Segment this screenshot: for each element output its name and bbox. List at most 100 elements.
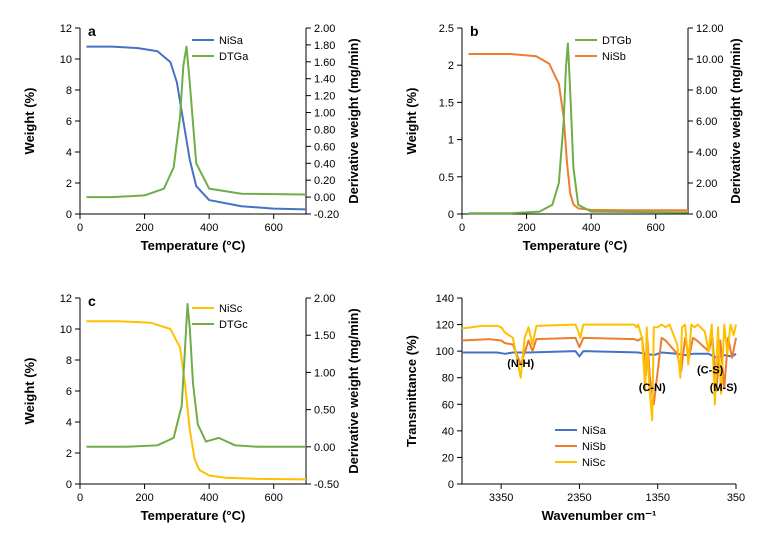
svg-text:0.00: 0.00 — [314, 192, 335, 204]
svg-text:(C-S): (C-S) — [697, 365, 724, 377]
svg-text:40: 40 — [442, 426, 454, 438]
svg-text:100: 100 — [436, 346, 454, 358]
svg-text:2: 2 — [448, 60, 454, 72]
svg-text:Wavenumber cm⁻¹: Wavenumber cm⁻¹ — [542, 508, 657, 523]
svg-text:DTGc: DTGc — [219, 319, 248, 331]
svg-text:12: 12 — [60, 23, 72, 35]
series-NiSa — [462, 351, 736, 358]
svg-text:0: 0 — [77, 222, 83, 234]
svg-text:0.20: 0.20 — [314, 175, 335, 187]
svg-text:120: 120 — [436, 320, 454, 332]
svg-text:(C-N): (C-N) — [639, 382, 666, 394]
svg-text:NiSb: NiSb — [582, 441, 606, 453]
svg-text:Temperature (°C): Temperature (°C) — [523, 238, 628, 253]
svg-text:1350: 1350 — [645, 492, 669, 504]
svg-text:Weight (%): Weight (%) — [22, 88, 37, 155]
svg-text:6.00: 6.00 — [696, 116, 717, 128]
svg-text:10: 10 — [60, 54, 72, 66]
svg-text:0.00: 0.00 — [314, 442, 335, 454]
svg-text:Derivative weight (mg/min): Derivative weight (mg/min) — [346, 308, 361, 473]
svg-text:10: 10 — [60, 324, 72, 336]
svg-text:350: 350 — [727, 492, 745, 504]
svg-text:Temperature (°C): Temperature (°C) — [141, 508, 246, 523]
svg-text:2.5: 2.5 — [439, 23, 454, 35]
svg-text:1.5: 1.5 — [439, 97, 454, 109]
svg-text:NiSc: NiSc — [219, 303, 243, 315]
svg-text:Derivative weight (mg/min): Derivative weight (mg/min) — [346, 38, 361, 203]
svg-text:2: 2 — [66, 178, 72, 190]
svg-text:0.50: 0.50 — [314, 405, 335, 417]
svg-text:4.00: 4.00 — [696, 147, 717, 159]
svg-text:6: 6 — [66, 116, 72, 128]
svg-text:1.40: 1.40 — [314, 74, 335, 86]
svg-text:Temperature (°C): Temperature (°C) — [141, 238, 246, 253]
svg-text:8: 8 — [66, 85, 72, 97]
svg-text:0.40: 0.40 — [314, 158, 335, 170]
svg-text:1: 1 — [448, 135, 454, 147]
svg-text:1.20: 1.20 — [314, 91, 335, 103]
series-NiSc — [86, 321, 306, 479]
svg-text:2350: 2350 — [567, 492, 591, 504]
svg-text:b: b — [470, 23, 479, 39]
svg-text:a: a — [88, 23, 96, 39]
series-DTGb — [468, 44, 688, 214]
svg-text:4: 4 — [66, 147, 72, 159]
svg-text:(N-H): (N-H) — [507, 358, 534, 370]
svg-text:8: 8 — [66, 355, 72, 367]
svg-text:60: 60 — [442, 399, 454, 411]
svg-text:140: 140 — [436, 293, 454, 305]
svg-text:-0.20: -0.20 — [314, 209, 339, 221]
svg-text:0: 0 — [66, 209, 72, 221]
svg-text:20: 20 — [442, 452, 454, 464]
svg-text:1.60: 1.60 — [314, 57, 335, 69]
svg-text:NiSc: NiSc — [582, 457, 606, 469]
svg-text:600: 600 — [265, 492, 283, 504]
svg-text:0: 0 — [459, 222, 465, 234]
svg-text:2.00: 2.00 — [696, 178, 717, 190]
svg-text:3350: 3350 — [489, 492, 513, 504]
svg-text:600: 600 — [265, 222, 283, 234]
svg-text:600: 600 — [647, 222, 665, 234]
svg-text:Derivative weight (mg/min): Derivative weight (mg/min) — [728, 38, 743, 203]
svg-text:200: 200 — [135, 222, 153, 234]
series-DTGa — [86, 47, 306, 197]
svg-text:0: 0 — [77, 492, 83, 504]
svg-text:2.00: 2.00 — [314, 23, 335, 35]
svg-text:Weight (%): Weight (%) — [404, 88, 419, 155]
svg-text:0: 0 — [448, 209, 454, 221]
svg-text:2.00: 2.00 — [314, 293, 335, 305]
svg-text:NiSa: NiSa — [582, 425, 607, 437]
svg-text:-0.50: -0.50 — [314, 479, 339, 491]
svg-text:c: c — [88, 293, 96, 309]
svg-text:6: 6 — [66, 386, 72, 398]
svg-text:12.00: 12.00 — [696, 23, 724, 35]
svg-text:NiSb: NiSb — [602, 51, 626, 63]
svg-text:8.00: 8.00 — [696, 85, 717, 97]
svg-text:1.80: 1.80 — [314, 40, 335, 52]
svg-text:DTGa: DTGa — [219, 51, 249, 63]
svg-text:80: 80 — [442, 373, 454, 385]
svg-text:1.00: 1.00 — [314, 367, 335, 379]
svg-text:0.5: 0.5 — [439, 172, 454, 184]
svg-text:(M-S): (M-S) — [710, 382, 738, 394]
svg-text:0: 0 — [448, 479, 454, 491]
series-NiSb — [468, 54, 688, 210]
series-DTGc — [86, 304, 306, 447]
svg-text:0: 0 — [66, 479, 72, 491]
series-NiSa — [86, 47, 306, 210]
figure-wrap: 0200400600024681012-0.200.000.200.400.60… — [0, 0, 766, 538]
svg-text:4: 4 — [66, 417, 72, 429]
svg-text:NiSa: NiSa — [219, 35, 244, 47]
svg-text:1.50: 1.50 — [314, 330, 335, 342]
series-NiSb — [462, 338, 736, 404]
svg-text:12: 12 — [60, 293, 72, 305]
svg-text:Weight (%): Weight (%) — [22, 358, 37, 425]
svg-text:0.60: 0.60 — [314, 141, 335, 153]
svg-text:400: 400 — [200, 222, 218, 234]
svg-text:400: 400 — [200, 492, 218, 504]
svg-text:0.00: 0.00 — [696, 209, 717, 221]
svg-text:10.00: 10.00 — [696, 54, 724, 66]
svg-text:200: 200 — [517, 222, 535, 234]
svg-text:200: 200 — [135, 492, 153, 504]
svg-text:DTGb: DTGb — [602, 35, 631, 47]
